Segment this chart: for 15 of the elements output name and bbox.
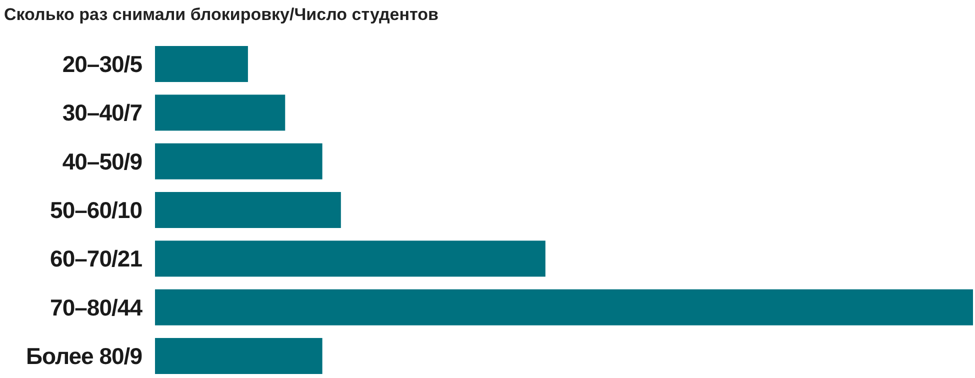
chart-title: Сколько раз снимали блокировку/Число студентов — [4, 5, 438, 24]
data-label: 7 — [130, 100, 142, 126]
bar — [155, 94, 286, 131]
data-label: 21 — [117, 246, 143, 272]
data-label: 10 — [117, 197, 142, 223]
bar — [155, 143, 322, 180]
bar — [155, 240, 546, 277]
data-label: 44 — [117, 294, 143, 320]
data-label: 9 — [130, 342, 142, 369]
bar — [155, 192, 341, 228]
bar — [155, 46, 248, 82]
bar — [155, 338, 322, 374]
bar — [155, 289, 973, 326]
data-label: 5 — [130, 51, 143, 78]
data-label: 9 — [130, 148, 142, 174]
